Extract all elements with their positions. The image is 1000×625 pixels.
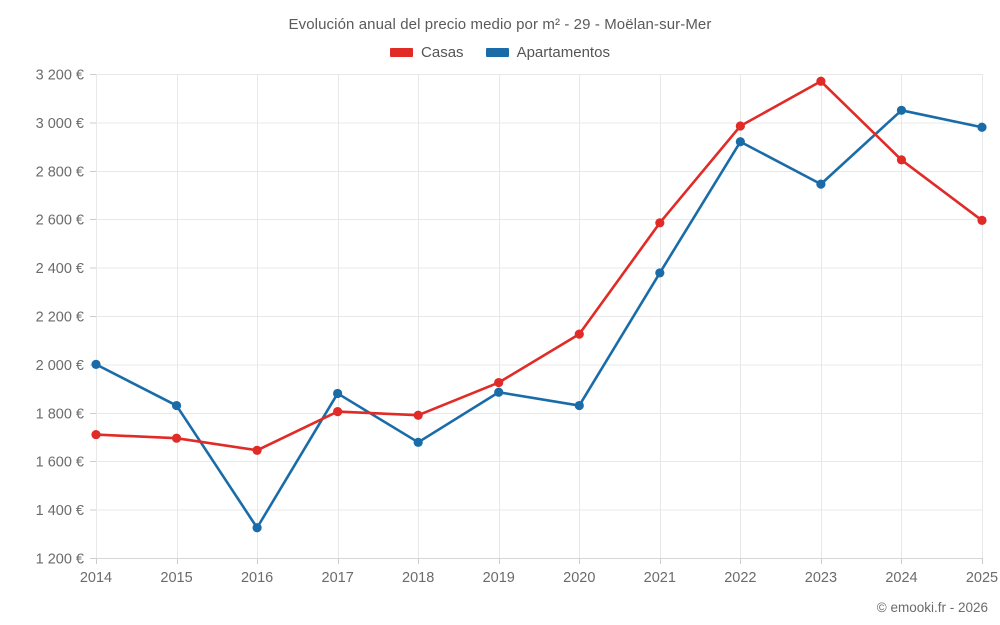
data-point-apartamentos-2019[interactable] [494,387,504,397]
legend-label-apartamentos: Apartamentos [516,44,610,61]
data-point-casas-2023[interactable] [816,76,826,86]
y-axis-tick-label: 1 200 € [36,552,84,568]
data-point-apartamentos-2022[interactable] [735,137,745,147]
data-point-casas-2019[interactable] [494,377,504,388]
x-axis-tick-label: 2018 [402,570,434,586]
data-point-casas-2014[interactable] [91,429,101,440]
data-point-apartamentos-2023[interactable] [816,179,826,189]
x-axis-tick-label: 2021 [644,570,676,586]
x-axis-tick-label: 2023 [805,570,837,586]
data-point-casas-2022[interactable] [735,121,745,131]
y-axis-tick-label: 2 400 € [36,261,84,277]
data-point-apartamentos-2017[interactable] [333,388,343,399]
chart-title: Evolución anual del precio medio por m² … [288,16,712,33]
y-axis-tick-label: 2 000 € [36,358,84,374]
series-line-apartamentos [94,109,984,530]
y-axis-tick-label: 2 200 € [36,310,84,326]
data-point-casas-2016[interactable] [252,445,262,455]
data-point-apartamentos-2020[interactable] [574,400,584,411]
legend-item-casas[interactable]: Casas [390,44,464,61]
data-point-apartamentos-2016[interactable] [252,523,262,533]
y-axis-tick-label: 3 200 € [36,68,84,84]
legend-item-apartamentos[interactable]: Apartamentos [485,44,610,61]
y-axis-tick-label: 2 600 € [36,213,84,229]
data-point-apartamentos-2021[interactable] [655,268,665,278]
data-point-casas-2021[interactable] [655,218,665,228]
x-axis-tick-label: 2016 [241,570,273,586]
y-axis-tick-label: 1 800 € [36,406,84,422]
data-point-apartamentos-2024[interactable] [896,105,907,115]
y-axis-tick-label: 2 800 € [36,164,84,180]
chart-legend: Casas Apartamentos [0,44,1000,61]
data-point-apartamentos-2015[interactable] [171,400,182,411]
data-point-casas-2017[interactable] [333,406,343,417]
chart-credit: © emooki.fr - 2026 [876,600,988,615]
data-point-casas-2018[interactable] [413,410,423,420]
x-axis-tick-label: 2015 [160,570,192,586]
y-axis-tick-label: 3 000 € [36,116,84,132]
legend-swatch-casas [390,48,414,57]
x-axis-tick-label: 2017 [322,570,354,586]
data-point-casas-2024[interactable] [896,155,907,165]
x-axis-tick-label: 2022 [724,570,756,586]
x-axis-tick-label: 2020 [563,570,595,586]
y-axis-tick-label: 1 400 € [36,503,84,519]
x-axis-tick-label: 2014 [80,570,112,586]
series-line-casas [94,79,984,452]
data-point-casas-2020[interactable] [574,329,584,339]
data-point-casas-2015[interactable] [171,433,182,443]
x-axis-tick-label: 2019 [483,570,515,586]
x-axis-tick-label: 2024 [885,570,917,586]
data-point-apartamentos-2014[interactable] [91,359,101,369]
data-point-casas-2025[interactable] [977,215,987,226]
y-axis-tick-label: 1 600 € [36,455,84,471]
legend-label-casas: Casas [421,44,464,61]
x-axis-tick-label: 2025 [966,570,998,586]
legend-swatch-apartamentos [485,48,509,57]
data-point-apartamentos-2025[interactable] [977,122,987,132]
data-point-apartamentos-2018[interactable] [413,437,423,447]
